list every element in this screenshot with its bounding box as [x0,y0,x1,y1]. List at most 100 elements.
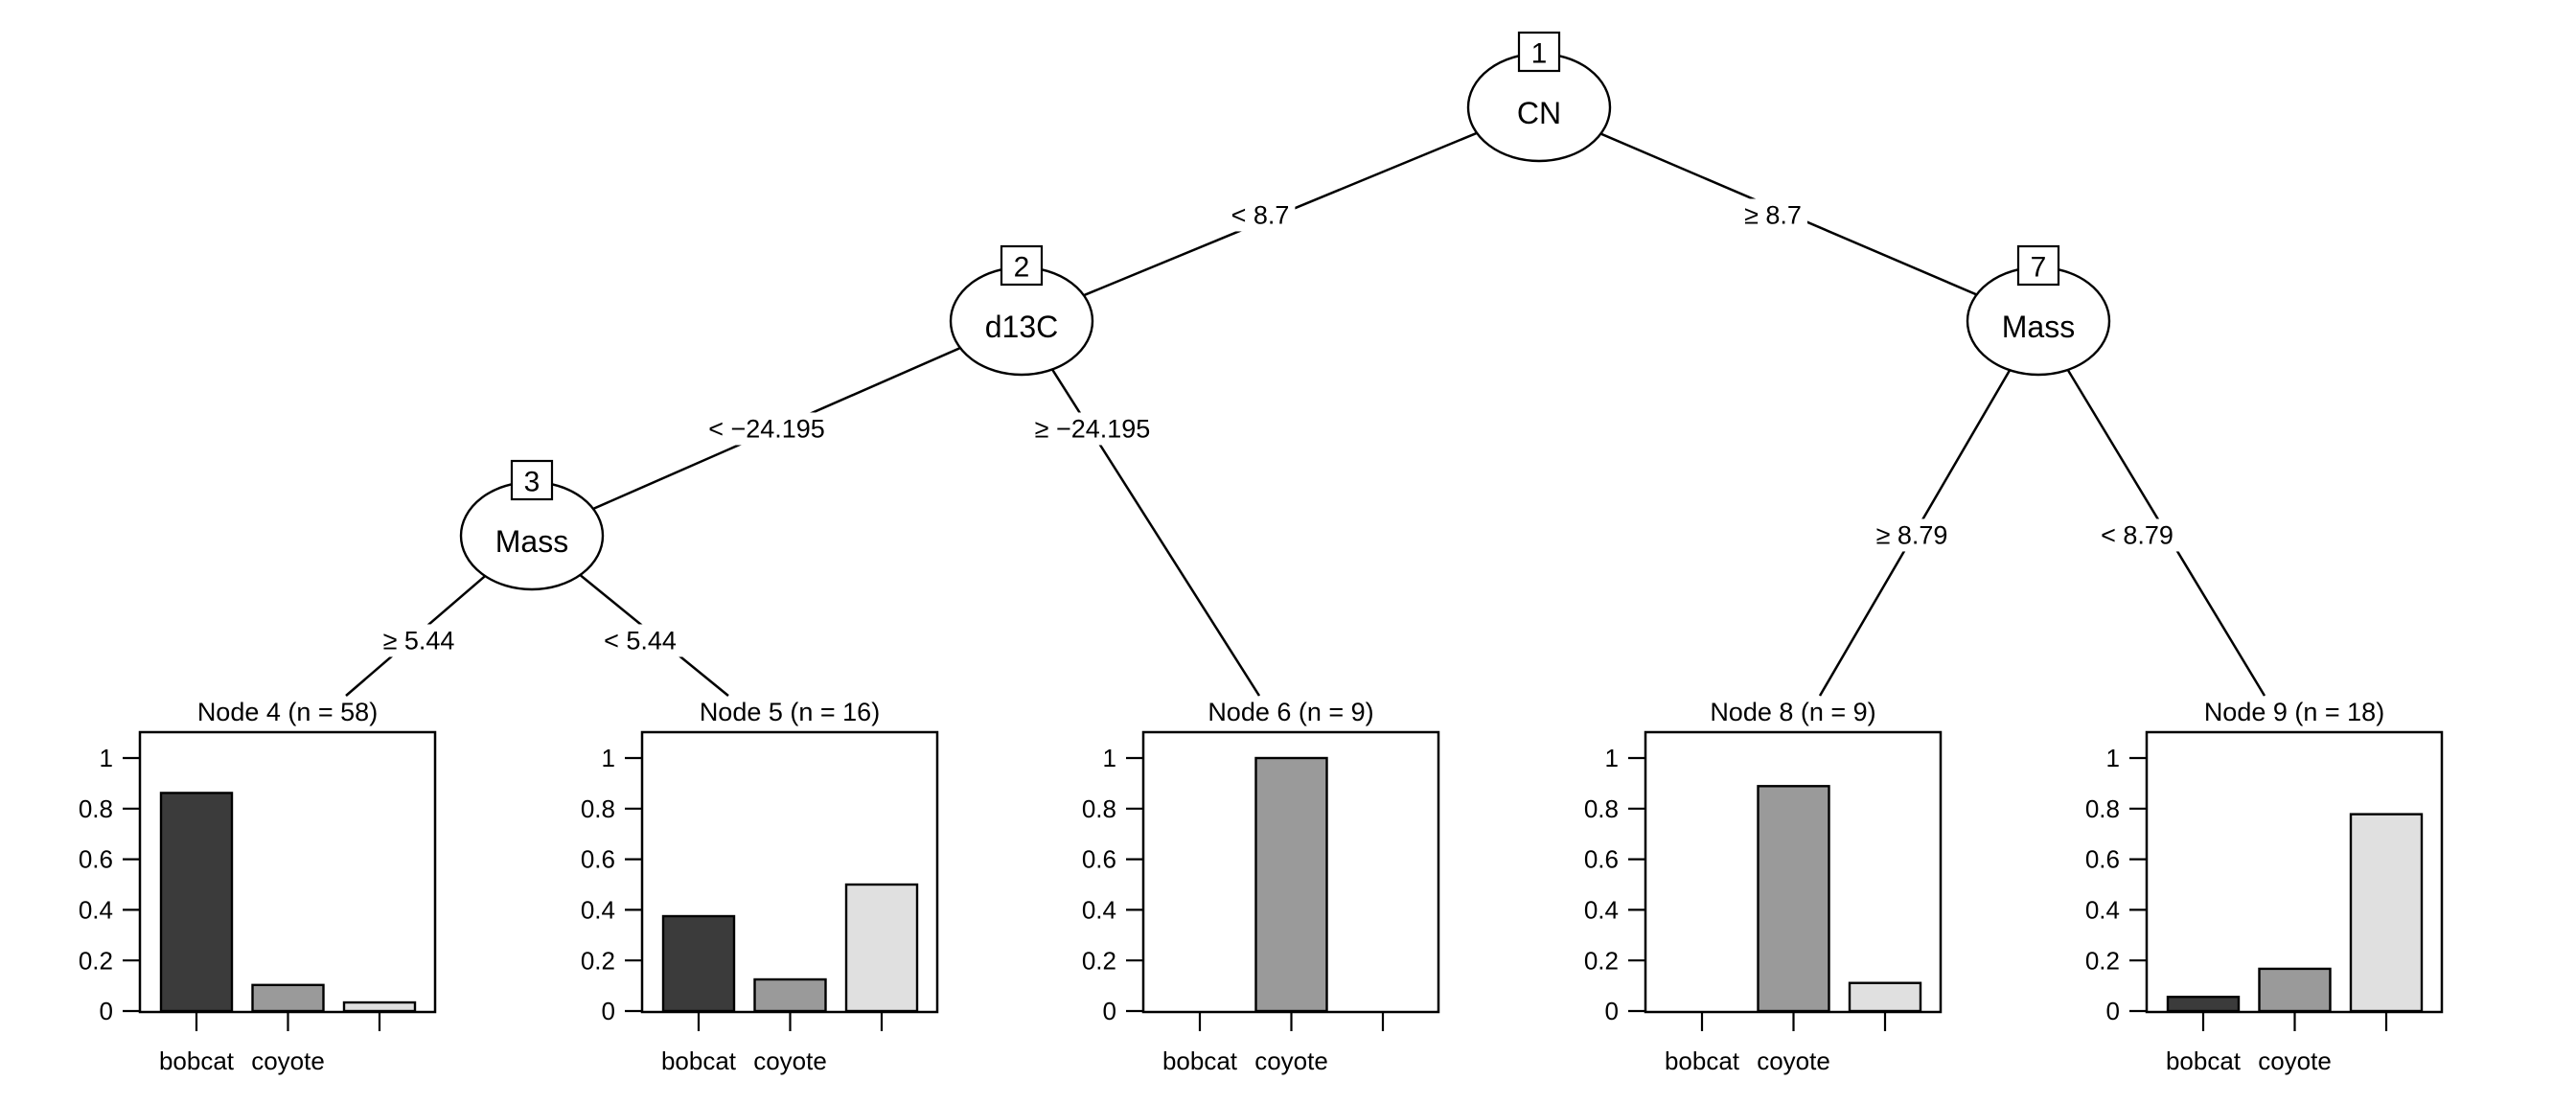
node-id: 7 [2031,252,2047,284]
node-id-box [2016,244,2060,287]
y-axis-tick-label: 0.6 [581,845,615,874]
y-axis-tick-label: 0.2 [1082,946,1116,975]
node-id: 3 [524,467,540,498]
panel-x-axis: bobcat coyote [159,1012,381,1075]
panel-title: Node 8 (n = 9) [1710,698,1875,726]
bar-category-3 [342,1000,417,1013]
y-axis-tick-label: 0 [602,997,615,1025]
y-axis-tick-label: 0 [1103,997,1116,1025]
y-axis-tick-label: 0.6 [2085,845,2120,874]
bar-coyote [251,983,325,1013]
y-axis-tick-label: 1 [100,744,113,772]
panel-y-axis: 0 0.2 0.4 0.6 0.8 1 [1584,744,1645,1025]
node-id: 1 [1531,38,1548,70]
edge-label-ge-5.44: ≥ 5.44 [383,626,455,655]
panel-title: Node 5 (n = 16) [700,698,880,726]
y-axis-tick-label: 0 [100,997,113,1025]
y-axis-tick-label: 0.8 [1584,794,1619,823]
bar-category-3 [844,883,919,1013]
node-id-box [1000,244,1044,287]
bar-coyote [1254,756,1328,1013]
bar-bobcat [159,792,234,1013]
terminal-panel-node-8: Node 8 (n = 9) 0 0.2 0.4 0.6 0.8 1 bobcat coyo… [1584,698,1943,1075]
x-category-label-coyote: coyote [251,1046,325,1075]
y-axis-tick-label: 0.8 [581,794,615,823]
tree-node-7: Mass 7 [1966,244,2111,377]
node-split-variable: Mass [495,524,568,559]
edge-label-lt-8.7: < 8.7 [1231,200,1290,229]
edge-label-ge-8.79: ≥ 8.79 [1876,520,1948,549]
x-category-label-bobcat: bobcat [661,1046,737,1075]
y-axis-tick-label: 0.8 [1082,794,1116,823]
y-axis-tick-label: 0 [2106,997,2120,1025]
x-category-label-bobcat: bobcat [2166,1046,2242,1075]
panel-bars [1757,785,1922,1013]
edge-label-lt-5.44: < 5.44 [604,626,677,655]
y-axis-tick-label: 0.4 [2085,896,2120,925]
panel-bars [1254,756,1328,1013]
panel-title: Node 9 (n = 18) [2204,698,2384,726]
x-category-label-coyote: coyote [753,1046,827,1075]
y-axis-tick-label: 0.2 [581,946,615,975]
node-split-variable: Mass [2002,310,2075,344]
y-axis-tick-label: 1 [1605,744,1619,772]
panel-x-axis: bobcat coyote [1162,1012,1385,1075]
y-axis-tick-label: 0.8 [79,794,113,823]
y-axis-tick-label: 0.4 [581,896,615,925]
edge-label-background [1225,198,1296,232]
x-category-label-bobcat: bobcat [159,1046,235,1075]
terminal-panel-node-5: Node 5 (n = 16) 0 0.2 0.4 0.6 0.8 1 bobcat coy… [581,698,939,1075]
y-axis-tick-label: 0.6 [1082,845,1116,874]
bar-coyote [753,978,827,1013]
x-category-label-bobcat: bobcat [1162,1046,1238,1075]
edge-label-background [1028,412,1157,446]
panel-bars [2166,813,2424,1013]
y-axis-tick-label: 0.4 [1082,896,1116,925]
edge-label-lt-8.79: < 8.79 [2101,520,2174,549]
node-id-box [1517,31,1561,73]
panel-bars [661,883,919,1013]
tree-node-3: Mass 3 [459,459,605,591]
bar-coyote [2258,967,2332,1013]
y-axis-tick-label: 0.2 [79,946,113,975]
tree-node-2: d13C 2 [949,244,1094,377]
panel-y-axis: 0 0.2 0.4 0.6 0.8 1 [2085,744,2147,1025]
tree-node-1: CN 1 [1466,31,1612,163]
bar-bobcat [661,914,736,1013]
x-category-label-coyote: coyote [1254,1046,1328,1075]
edge-label-background [598,624,682,657]
edge-labels: < 8.7 ≥ 8.7 < −24.195 ≥ −24.195 ≥ 5.44 <… [377,198,2179,657]
edge-label-background [377,624,461,657]
node-split-variable: CN [1517,96,1561,130]
x-category-label-coyote: coyote [2258,1046,2332,1075]
terminal-panel-node-4: Node 4 (n = 58) 0 0.2 0.4 0.6 0.8 1 bobcat coy… [79,698,437,1075]
edge-label-background [1738,198,1807,232]
y-axis-tick-label: 0.6 [1584,845,1619,874]
edge-label-ge-24.195: ≥ −24.195 [1035,414,1151,443]
bar-coyote [1757,785,1830,1013]
edge-label-background [2095,518,2179,552]
edge-label-ge-8.7: ≥ 8.7 [1744,200,1802,229]
y-axis-tick-label: 1 [602,744,615,772]
edge-label-background [1870,518,1954,552]
edge-label-background [702,412,831,446]
panel-y-axis: 0 0.2 0.4 0.6 0.8 1 [1082,744,1143,1025]
node-id: 2 [1014,252,1030,284]
panel-x-axis: bobcat coyote [2166,1012,2388,1075]
tree-edges [345,105,2266,697]
edge-node7-node9 [2036,320,2266,697]
y-axis-tick-label: 0.8 [2085,794,2120,823]
y-axis-tick-label: 0.4 [79,896,113,925]
panel-bars [159,792,417,1013]
bar-category-3 [1848,981,1922,1013]
y-axis-tick-label: 0.6 [79,845,113,874]
panel-x-axis: bobcat coyote [661,1012,884,1075]
y-axis-tick-label: 0.2 [1584,946,1619,975]
panel-title: Node 4 (n = 58) [197,698,378,726]
y-axis-tick-label: 1 [1103,744,1116,772]
edge-label-lt-24.195: < −24.195 [708,414,825,443]
panel-y-axis: 0 0.2 0.4 0.6 0.8 1 [79,744,140,1025]
node-split-variable: d13C [985,310,1059,344]
